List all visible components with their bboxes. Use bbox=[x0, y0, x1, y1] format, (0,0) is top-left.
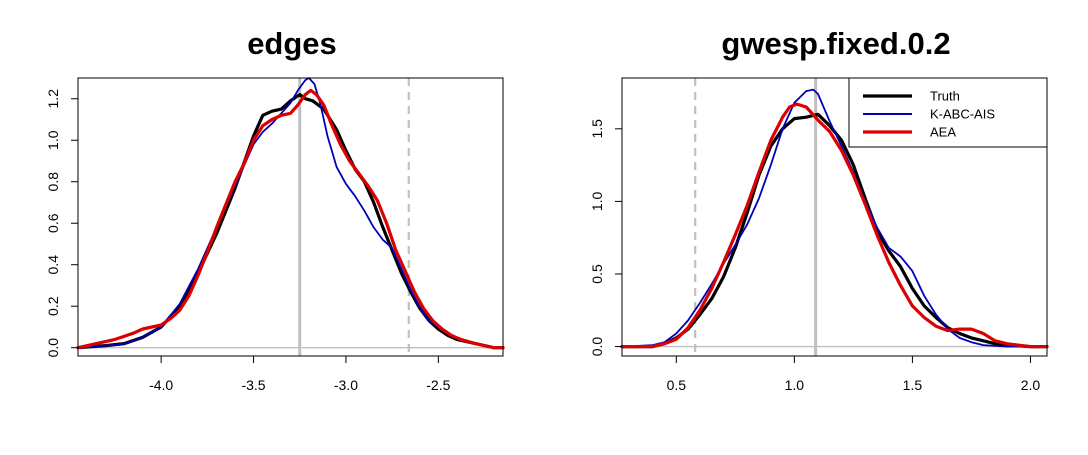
gwesp-legend: Truth K-ABC-AIS AEA bbox=[848, 77, 1048, 148]
edges-x-tick-label: -4.0 bbox=[149, 377, 173, 393]
edges-x-tick-label: -2.5 bbox=[426, 377, 450, 393]
gwesp-panel: gwesp.fixed.0.2 0.5 1.0 1.5 2.0 0.0 0.5 1.0 1.5… bbox=[589, 26, 1049, 393]
gwesp-y-tick-label: 1.0 bbox=[589, 191, 605, 211]
gwesp-y-tick-label: 0.5 bbox=[589, 264, 605, 284]
edges-x-tick-label: -3.0 bbox=[334, 377, 358, 393]
edges-title: edges bbox=[247, 26, 337, 61]
gwesp-y-tick-label: 1.5 bbox=[589, 119, 605, 139]
gwesp-x-tick-label: 0.5 bbox=[667, 377, 687, 393]
edges-x-tick-label: -3.5 bbox=[241, 377, 265, 393]
gwesp-legend-label: K-ABC-AIS bbox=[930, 107, 995, 122]
gwesp-curve-k-abc-ais bbox=[621, 88, 1048, 348]
edges-y-tick-label: 1.2 bbox=[45, 89, 61, 109]
edges-plot-marks: -4.0 -3.5 -3.0 -2.5 0.0 0.2 0.4 0.6 0.8 1.0 1.2 bbox=[45, 77, 505, 393]
gwesp-y-tick-label: 0.0 bbox=[589, 337, 605, 357]
edges-y-tick-label: 0.4 bbox=[45, 255, 61, 275]
edges-y-tick-label: 0.8 bbox=[45, 172, 61, 192]
gwesp-curve-aea bbox=[620, 102, 1049, 349]
edges-panel: edges -4.0 -3.5 -3.0 -2.5 0.0 0.2 0.4 0.6 0.8 1.0… bbox=[45, 26, 505, 393]
gwesp-legend-box bbox=[848, 77, 1048, 148]
gwesp-title: gwesp.fixed.0.2 bbox=[721, 26, 950, 61]
gwesp-x-tick-label: 1.5 bbox=[903, 377, 923, 393]
gwesp-plot-marks: 0.5 1.0 1.5 2.0 0.0 0.5 1.0 1.5 Truth K-ABC-AIS AE… bbox=[589, 77, 1049, 393]
edges-y-tick-label: 0.0 bbox=[45, 338, 61, 358]
edges-curve-series-2 bbox=[76, 88, 505, 350]
edges-y-tick-label: 0.6 bbox=[45, 213, 61, 233]
edges-y-tick-label: 0.2 bbox=[45, 296, 61, 316]
gwesp-legend-label: Truth bbox=[930, 89, 960, 104]
edges-y-tick-label: 1.0 bbox=[45, 130, 61, 150]
edges-curve-series-1 bbox=[77, 77, 504, 349]
gwesp-x-tick-label: 2.0 bbox=[1021, 377, 1041, 393]
gwesp-legend-label: AEA bbox=[930, 125, 956, 140]
edges-curve-series-0 bbox=[76, 92, 505, 350]
gwesp-x-tick-label: 1.0 bbox=[785, 377, 805, 393]
edges-plot-frame bbox=[77, 77, 504, 357]
gwesp-curve-truth bbox=[620, 112, 1049, 349]
